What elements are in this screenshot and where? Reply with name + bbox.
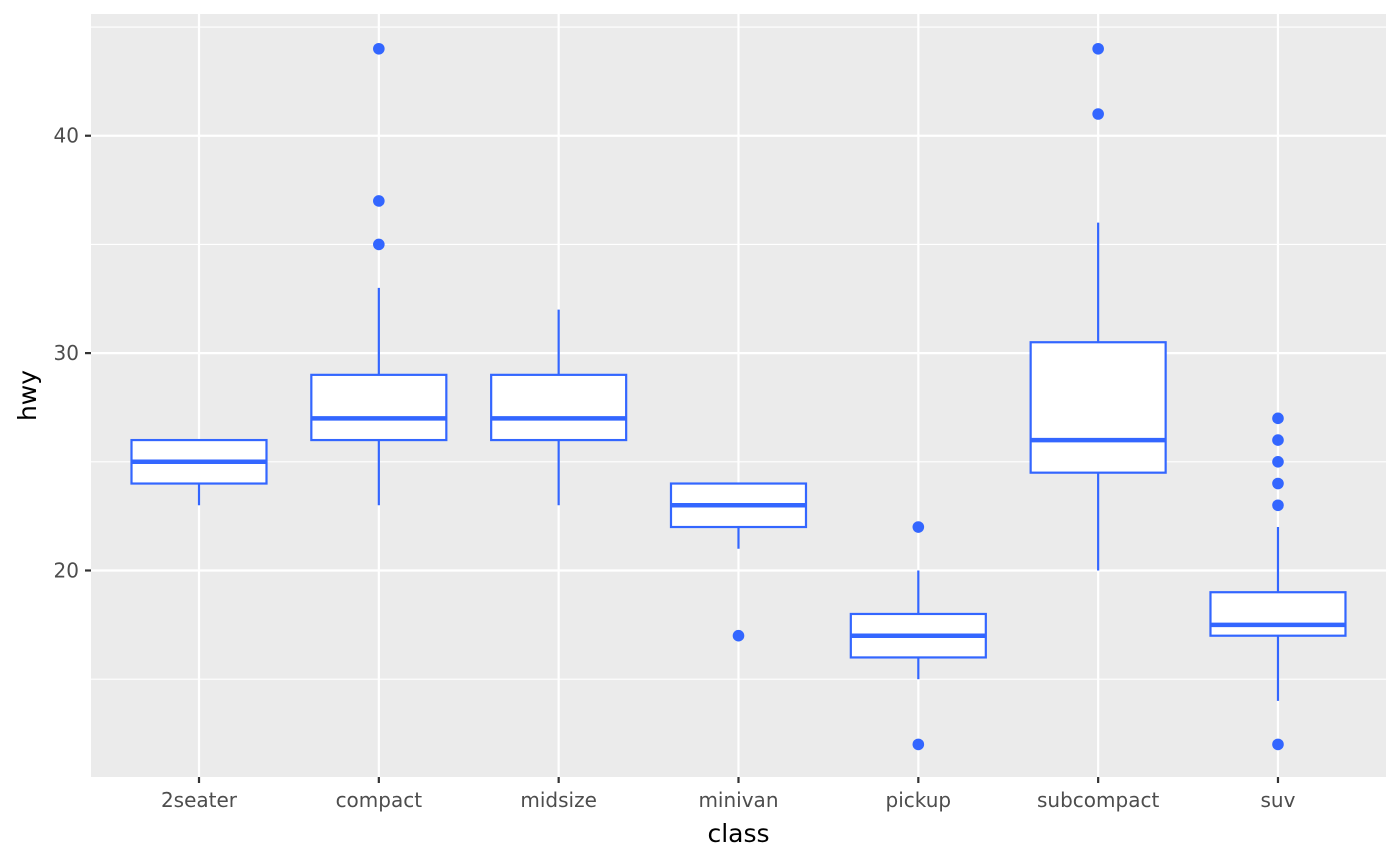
x-axis-title: class (707, 819, 769, 848)
y-tick-label: 20 (54, 558, 79, 582)
y-axis-title: hwy (13, 370, 42, 421)
box-pickup (849, 521, 987, 751)
x-tick-label-2seater: 2seater (161, 788, 238, 812)
x-tick-label-pickup: pickup (886, 788, 952, 812)
outlier-point (373, 42, 385, 55)
x-tick-label-minivan: minivan (698, 788, 778, 812)
x-tick-label-midsize: midsize (520, 788, 597, 812)
x-tick-label-compact: compact (336, 788, 423, 812)
x-tick-label-suv: suv (1261, 788, 1296, 812)
outlier-point (1272, 477, 1284, 490)
x-tick-label-subcompact: subcompact (1037, 788, 1159, 812)
box-iqr (310, 373, 448, 442)
outlier-point (1272, 499, 1284, 512)
outlier-point (1272, 456, 1284, 468)
y-axis: 20 30 40 (54, 124, 91, 582)
outlier-point (912, 521, 925, 533)
outlier-point (732, 629, 745, 642)
box-iqr (490, 373, 628, 442)
box-compact (310, 42, 448, 506)
box-midsize (490, 309, 628, 506)
box-iqr (1029, 341, 1167, 474)
x-axis: 2seater compact midsize minivan pickup subcom… (161, 777, 1296, 812)
outlier-point (1092, 42, 1104, 55)
outlier-point (912, 738, 925, 751)
box-2seater (130, 438, 268, 506)
box-subcompact (1029, 42, 1167, 571)
y-tick-label: 40 (54, 124, 79, 148)
outlier-point (1272, 412, 1284, 425)
outlier-point (373, 238, 385, 251)
box-minivan (669, 482, 808, 642)
outlier-point (1272, 434, 1284, 446)
outlier-point (1272, 738, 1284, 751)
boxes (130, 42, 1347, 751)
outlier-point (1092, 108, 1104, 120)
box-iqr (1209, 591, 1347, 637)
box-suv (1209, 412, 1347, 751)
outlier-point (373, 195, 385, 207)
y-tick-label: 30 (54, 341, 79, 365)
